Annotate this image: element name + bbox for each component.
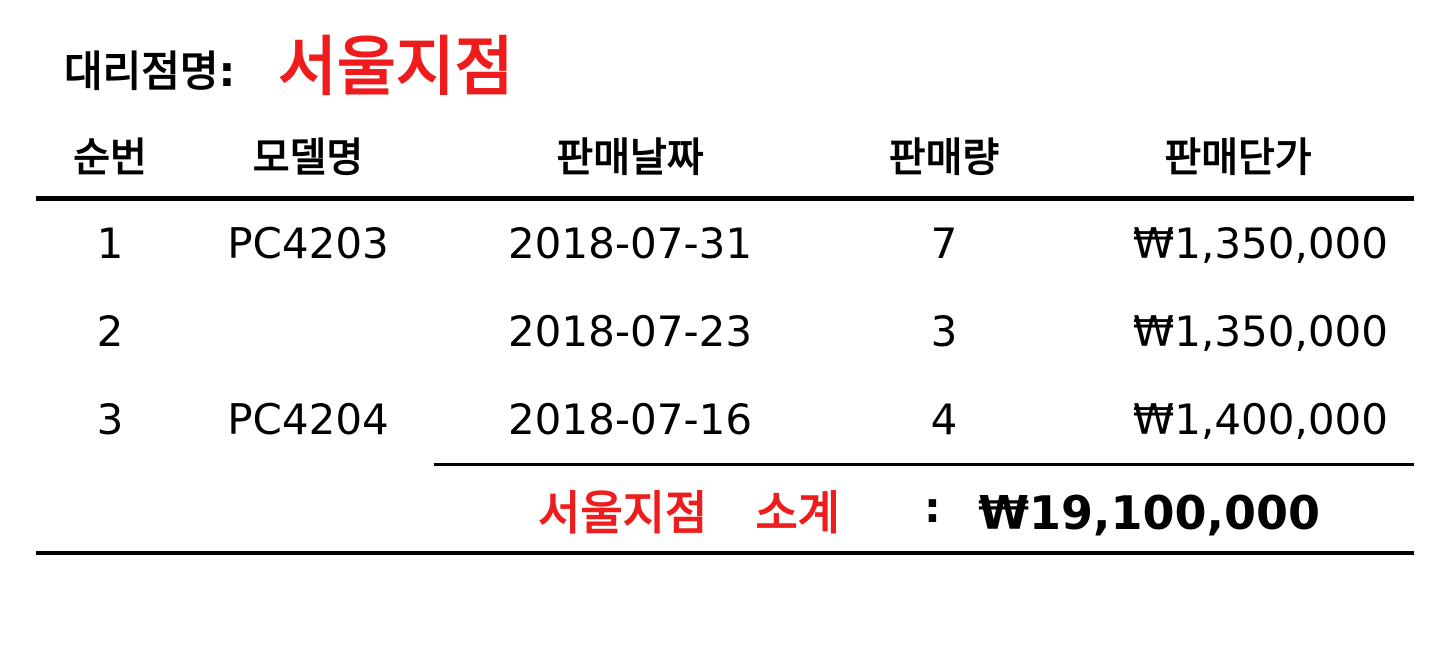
subtotal-colon: : <box>924 483 941 532</box>
branch-name: 서울지점 <box>278 31 514 105</box>
column-header-date: 판매날짜 <box>556 135 704 181</box>
unit-price: ₩1,350,000 <box>1132 219 1388 268</box>
subtotal-rule <box>434 463 1414 466</box>
subtotal-value: ₩19,100,000 <box>978 486 1320 540</box>
sale-date: 2018-07-16 <box>507 395 753 444</box>
sale-quantity: 7 <box>930 219 958 268</box>
row-number: 2 <box>96 307 124 356</box>
column-header-model: 모델명 <box>252 135 364 181</box>
subtotal-label: 서울지점 소계 <box>538 486 840 540</box>
unit-price: ₩1,350,000 <box>1132 307 1388 356</box>
sale-quantity: 3 <box>930 307 958 356</box>
model-name: PC4203 <box>227 219 389 268</box>
sale-quantity: 4 <box>930 395 958 444</box>
column-header-price: 판매단가 <box>1164 135 1312 181</box>
sale-date: 2018-07-23 <box>507 307 753 356</box>
model-name: PC4204 <box>227 395 389 444</box>
branch-label: 대리점명: <box>64 47 236 96</box>
footer-rule <box>36 551 1414 555</box>
sale-date: 2018-07-31 <box>507 219 753 268</box>
header-rule <box>36 196 1414 201</box>
unit-price: ₩1,400,000 <box>1132 395 1388 444</box>
row-number: 3 <box>96 395 124 444</box>
row-number: 1 <box>96 219 124 268</box>
column-header-no: 순번 <box>73 135 147 181</box>
column-header-qty: 판매량 <box>888 135 1000 181</box>
